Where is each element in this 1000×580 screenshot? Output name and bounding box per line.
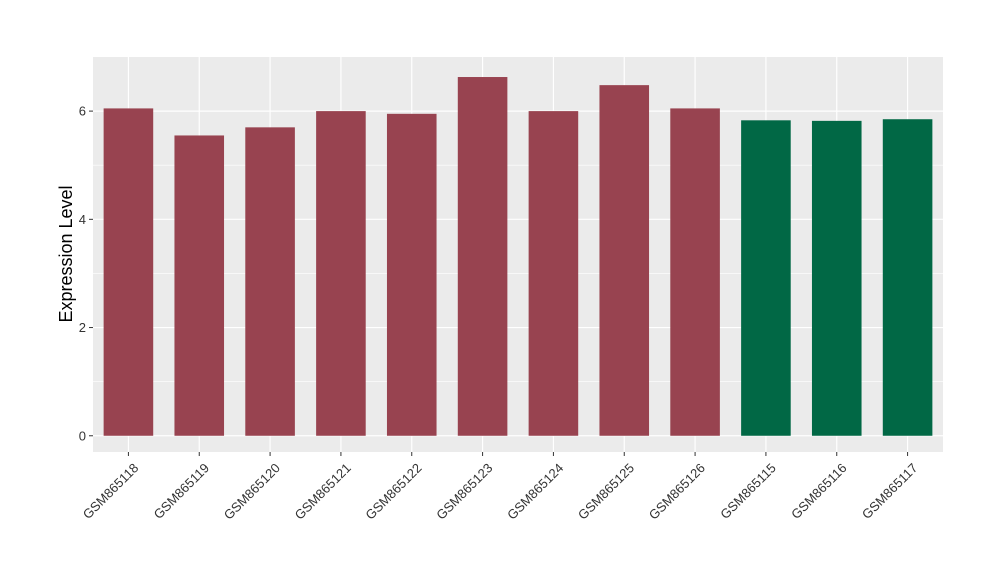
bar [174,135,225,436]
bar [457,77,508,436]
bar [316,111,366,436]
x-tick-label: GSM865123 [433,460,495,522]
x-tick-label: GSM865121 [292,460,354,522]
y-tick-label: 2 [79,320,86,335]
bars [103,77,933,436]
x-tick-label: GSM865116 [788,460,850,522]
x-tick-label: GSM865120 [221,460,283,522]
x-tick-label: GSM865117 [859,460,921,522]
y-tick-label: 4 [79,212,86,227]
x-tick-label: GSM865119 [151,460,213,522]
y-axis-title: Expression Level [56,185,76,322]
bar [528,111,579,436]
x-tick-label: GSM865122 [362,460,424,522]
x-tick-label: GSM865124 [504,460,566,522]
x-tick-label: GSM865118 [80,460,142,522]
x-tick-label: GSM865125 [575,460,637,522]
bar [599,85,650,436]
bar [882,119,933,436]
plot-panel [93,57,943,452]
y-tick-label: 0 [79,428,86,443]
bar [245,127,295,436]
x-tick-label: GSM865115 [717,460,779,522]
x-tick-label: GSM865126 [646,460,708,522]
y-tick-label: 6 [79,104,86,119]
bar [811,120,862,436]
bar [741,120,791,436]
x-axis: GSM865118 GSM865119 GSM865120 GSM865121 GSM8… [80,452,921,523]
bar [386,113,437,436]
y-axis: 0 2 4 6 [79,104,93,443]
bar [103,108,154,436]
bar [670,108,720,436]
